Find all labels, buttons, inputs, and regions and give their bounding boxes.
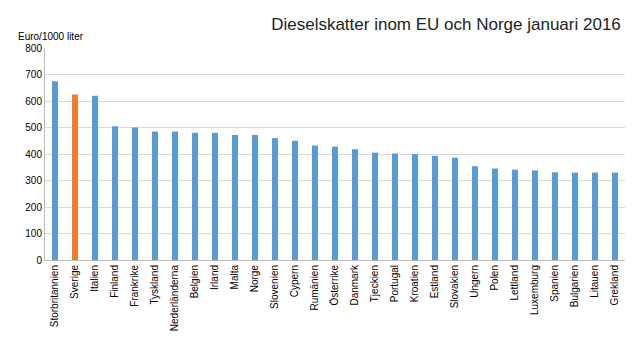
svg-text:Euro/1000 liter: Euro/1000 liter: [18, 31, 84, 42]
svg-text:Litauen: Litauen: [589, 265, 600, 298]
svg-text:Italien: Italien: [89, 265, 100, 292]
svg-text:300: 300: [25, 175, 42, 186]
svg-text:700: 700: [25, 69, 42, 80]
svg-text:Frankrike: Frankrike: [129, 265, 140, 307]
svg-text:Norge: Norge: [249, 265, 260, 293]
svg-text:Österrike: Österrike: [329, 265, 340, 306]
svg-text:Polen: Polen: [489, 265, 500, 291]
svg-text:Portugal: Portugal: [389, 265, 400, 302]
svg-text:400: 400: [25, 149, 42, 160]
svg-text:Tyskland: Tyskland: [149, 265, 160, 304]
svg-text:Slovenien: Slovenien: [269, 265, 280, 309]
svg-text:Grekland: Grekland: [609, 265, 620, 306]
svg-text:Spanien: Spanien: [549, 265, 560, 302]
svg-text:Finland: Finland: [109, 265, 120, 298]
svg-text:100: 100: [25, 228, 42, 239]
svg-text:0: 0: [36, 255, 42, 266]
svg-text:Nederländerna: Nederländerna: [169, 265, 180, 332]
svg-text:Rumänien: Rumänien: [309, 265, 320, 311]
svg-text:Cypern: Cypern: [289, 265, 300, 297]
svg-text:Irland: Irland: [209, 265, 220, 290]
svg-text:Estland: Estland: [429, 265, 440, 298]
svg-text:Malta: Malta: [229, 265, 240, 290]
svg-text:Slovakien: Slovakien: [449, 265, 460, 308]
svg-text:Danmark: Danmark: [349, 264, 360, 306]
svg-text:Kroatien: Kroatien: [409, 265, 420, 302]
svg-text:Dieselskatter inom EU och Norg: Dieselskatter inom EU och Norge januari …: [271, 15, 621, 34]
svg-text:500: 500: [25, 122, 42, 133]
svg-text:Lettland: Lettland: [509, 265, 520, 301]
svg-text:200: 200: [25, 202, 42, 213]
svg-text:Bulgarien: Bulgarien: [569, 265, 580, 307]
svg-text:800: 800: [25, 43, 42, 54]
svg-text:Belgien: Belgien: [189, 265, 200, 298]
svg-text:Storbritannien: Storbritannien: [49, 265, 60, 327]
svg-text:Ungern: Ungern: [469, 265, 480, 298]
svg-text:600: 600: [25, 96, 42, 107]
svg-text:Sverige: Sverige: [69, 265, 80, 299]
svg-text:Luxemburg: Luxemburg: [529, 265, 540, 315]
svg-text:Tjeckien: Tjeckien: [369, 265, 380, 302]
